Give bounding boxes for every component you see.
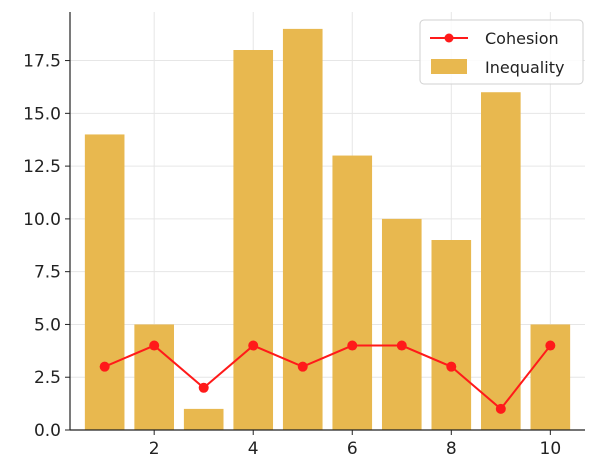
x-tick-label: 4 [248, 439, 259, 459]
legend-bar-swatch [431, 59, 467, 74]
x-tick-label: 6 [347, 439, 358, 459]
point-cohesion [396, 340, 407, 351]
point-cohesion [99, 361, 110, 372]
point-cohesion [198, 382, 209, 393]
line-series-cohesion [99, 340, 556, 414]
y-tick-label: 5.0 [34, 315, 61, 335]
y-tick-label: 2.5 [34, 368, 61, 388]
bar-inequality [84, 134, 125, 430]
y-tick-label: 17.5 [23, 52, 61, 72]
legend-label-cohesion: Cohesion [485, 29, 559, 48]
line-cohesion [104, 344, 552, 411]
legend: Cohesion Inequality [419, 19, 584, 85]
bar-inequality [530, 324, 571, 430]
y-tick-label: 12.5 [23, 157, 61, 177]
point-cohesion [545, 340, 556, 351]
tick-labels: 0.0 2.5 5.0 7.5 10.0 12.5 15.0 17.5 2 4 6 8 10 [23, 52, 561, 459]
x-tick-label: 2 [149, 439, 160, 459]
bar-inequality [481, 92, 521, 430]
bar-inequality [431, 240, 472, 430]
point-cohesion [446, 361, 457, 372]
point-cohesion [248, 340, 259, 351]
legend-label-inequality: Inequality [485, 58, 564, 77]
bar-inequality [332, 155, 373, 431]
y-tick-label: 10.0 [23, 210, 61, 230]
point-cohesion [149, 340, 160, 351]
y-tick-label: 0.0 [34, 421, 61, 441]
x-tick-label: 10 [540, 439, 562, 459]
bar-inequality [233, 50, 274, 430]
y-tick-label: 15.0 [23, 104, 61, 124]
point-cohesion [347, 340, 358, 351]
y-tick-label: 7.5 [34, 263, 61, 283]
bar-inequality [183, 408, 224, 430]
point-cohesion [297, 361, 308, 372]
bar-inequality [134, 324, 174, 430]
legend-marker-swatch [444, 33, 454, 43]
x-tick-label: 8 [446, 439, 457, 459]
point-cohesion [495, 403, 506, 414]
bar-inequality [381, 218, 422, 430]
axes [65, 12, 585, 435]
bar-series-inequality [84, 28, 571, 431]
